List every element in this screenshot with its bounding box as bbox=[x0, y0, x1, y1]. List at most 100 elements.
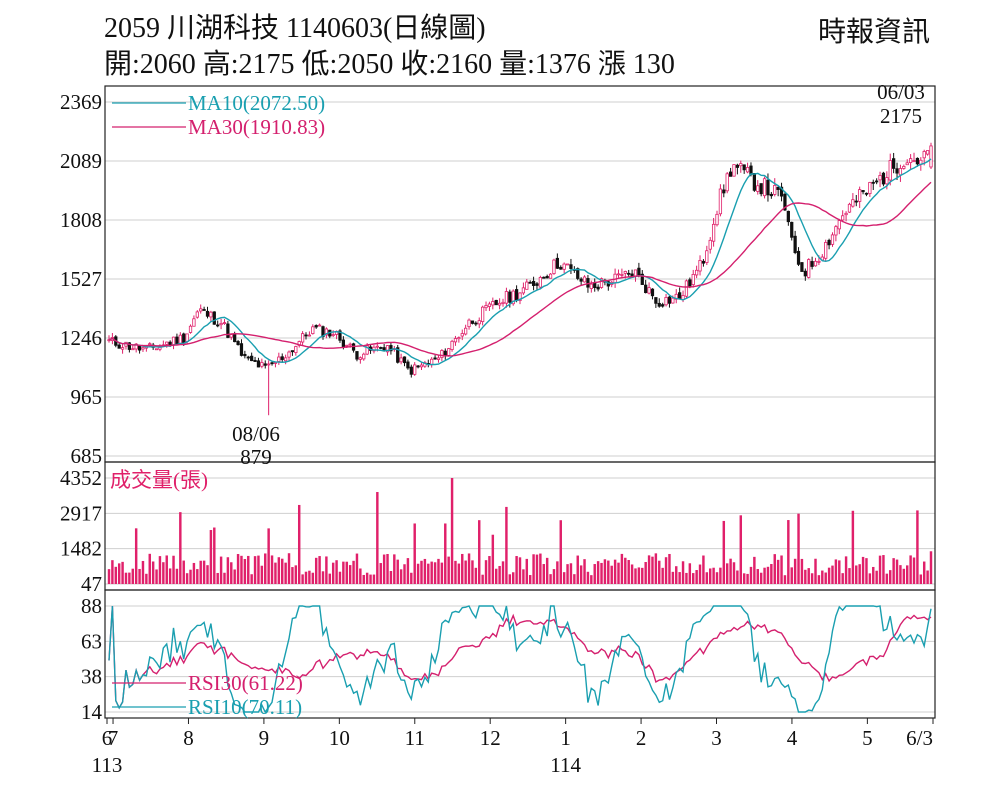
volume-bar bbox=[369, 574, 372, 584]
candle-body bbox=[182, 333, 186, 344]
source-label: 時報資訊 bbox=[817, 17, 930, 48]
candle-body bbox=[250, 355, 254, 362]
volume-bar bbox=[603, 559, 607, 584]
y-tick-label: 2369 bbox=[60, 90, 102, 114]
volume-bar bbox=[196, 569, 199, 584]
volume-bar bbox=[345, 561, 348, 584]
volume-bar bbox=[274, 562, 277, 584]
candle-body bbox=[565, 263, 570, 266]
volume-bar bbox=[742, 573, 746, 584]
volume-bar bbox=[600, 562, 603, 584]
candle-body bbox=[338, 330, 342, 341]
volume-bar bbox=[182, 560, 185, 584]
candle-body bbox=[511, 290, 515, 305]
candle-body bbox=[345, 344, 349, 347]
candle-body bbox=[518, 292, 522, 302]
candle-body bbox=[239, 343, 244, 356]
candle-body bbox=[222, 322, 227, 324]
candle-body bbox=[372, 346, 376, 352]
volume-bar bbox=[359, 568, 362, 584]
candle-body bbox=[192, 318, 196, 327]
candle-body bbox=[593, 282, 597, 288]
volume-bar bbox=[107, 569, 111, 584]
y-tick-label: 685 bbox=[71, 444, 103, 468]
volume-bar bbox=[111, 560, 114, 584]
candle-body bbox=[871, 181, 875, 184]
candle-body bbox=[562, 263, 566, 270]
volume-bar bbox=[722, 520, 726, 584]
volume-bar bbox=[861, 556, 865, 584]
candle-body bbox=[756, 185, 760, 192]
candle-body bbox=[464, 327, 468, 335]
candle-body bbox=[236, 341, 240, 346]
volume-bar bbox=[773, 554, 776, 584]
volume-bar bbox=[430, 561, 433, 584]
y-tick-label: 14 bbox=[81, 700, 103, 724]
volume-bar bbox=[416, 563, 420, 584]
volume-bar bbox=[393, 554, 396, 584]
volume-bar bbox=[179, 512, 182, 584]
candle-body bbox=[796, 250, 801, 265]
volume-bar bbox=[264, 553, 267, 584]
volume-bar bbox=[607, 560, 610, 584]
legend-label: MA10(2072.50) bbox=[188, 91, 325, 115]
candle-body bbox=[579, 278, 583, 282]
candle-body bbox=[365, 345, 369, 355]
volume-bar bbox=[301, 574, 304, 584]
volume-bar bbox=[467, 553, 471, 584]
volume-bar bbox=[294, 565, 298, 584]
grid-lines bbox=[105, 101, 935, 713]
candle-body bbox=[644, 284, 648, 294]
volume-bar bbox=[719, 567, 722, 584]
volume-bar bbox=[444, 523, 447, 584]
volume-bar bbox=[651, 556, 654, 584]
volume-bar bbox=[399, 569, 403, 584]
candle-body bbox=[440, 350, 444, 358]
y-tick-label: 38 bbox=[81, 665, 102, 689]
volume-bar bbox=[185, 573, 189, 584]
candle-body bbox=[314, 325, 318, 328]
volume-bar bbox=[895, 559, 899, 584]
candle-body bbox=[647, 287, 651, 294]
x-tick-label: 8 bbox=[183, 726, 194, 750]
volume-bar bbox=[331, 562, 335, 584]
volume-bar bbox=[406, 558, 410, 584]
volume-bar bbox=[712, 567, 715, 584]
volume-bar bbox=[644, 562, 647, 584]
y-tick-label: 1482 bbox=[60, 537, 102, 561]
volume-bar bbox=[338, 571, 342, 584]
legend-label: RSI30(61.22) bbox=[188, 671, 303, 695]
candle-body bbox=[722, 189, 726, 194]
candle-body bbox=[803, 270, 807, 277]
volume-bar bbox=[117, 563, 121, 584]
volume-bar bbox=[834, 559, 838, 584]
volume-bar bbox=[729, 558, 732, 584]
candle-body bbox=[134, 343, 138, 350]
volume-bar bbox=[749, 566, 753, 584]
candle-body bbox=[661, 304, 665, 307]
candle-body bbox=[348, 343, 352, 346]
candle-body bbox=[219, 322, 223, 326]
volume-bar bbox=[596, 561, 600, 584]
candle-body bbox=[205, 310, 210, 317]
axis-labels: 2369208918081527124696568543522917148247… bbox=[60, 80, 934, 777]
candle-body bbox=[824, 242, 828, 259]
candle-body bbox=[202, 309, 206, 311]
volume-bar bbox=[824, 572, 827, 584]
candle-body bbox=[922, 151, 926, 159]
volume-bar bbox=[498, 565, 501, 584]
candle-body bbox=[559, 266, 563, 270]
volume-bars bbox=[107, 478, 933, 584]
volume-bar bbox=[471, 560, 474, 584]
candle-body bbox=[745, 166, 750, 173]
volume-bar bbox=[882, 555, 885, 584]
volume-bar bbox=[753, 556, 756, 584]
volume-bar bbox=[736, 570, 739, 584]
candle-body bbox=[854, 200, 858, 203]
volume-bar bbox=[243, 559, 247, 584]
volume-bar bbox=[287, 553, 291, 584]
candle-body bbox=[786, 210, 790, 223]
candle-body bbox=[375, 345, 379, 348]
volume-bar bbox=[474, 567, 478, 584]
candle-body bbox=[749, 165, 753, 175]
